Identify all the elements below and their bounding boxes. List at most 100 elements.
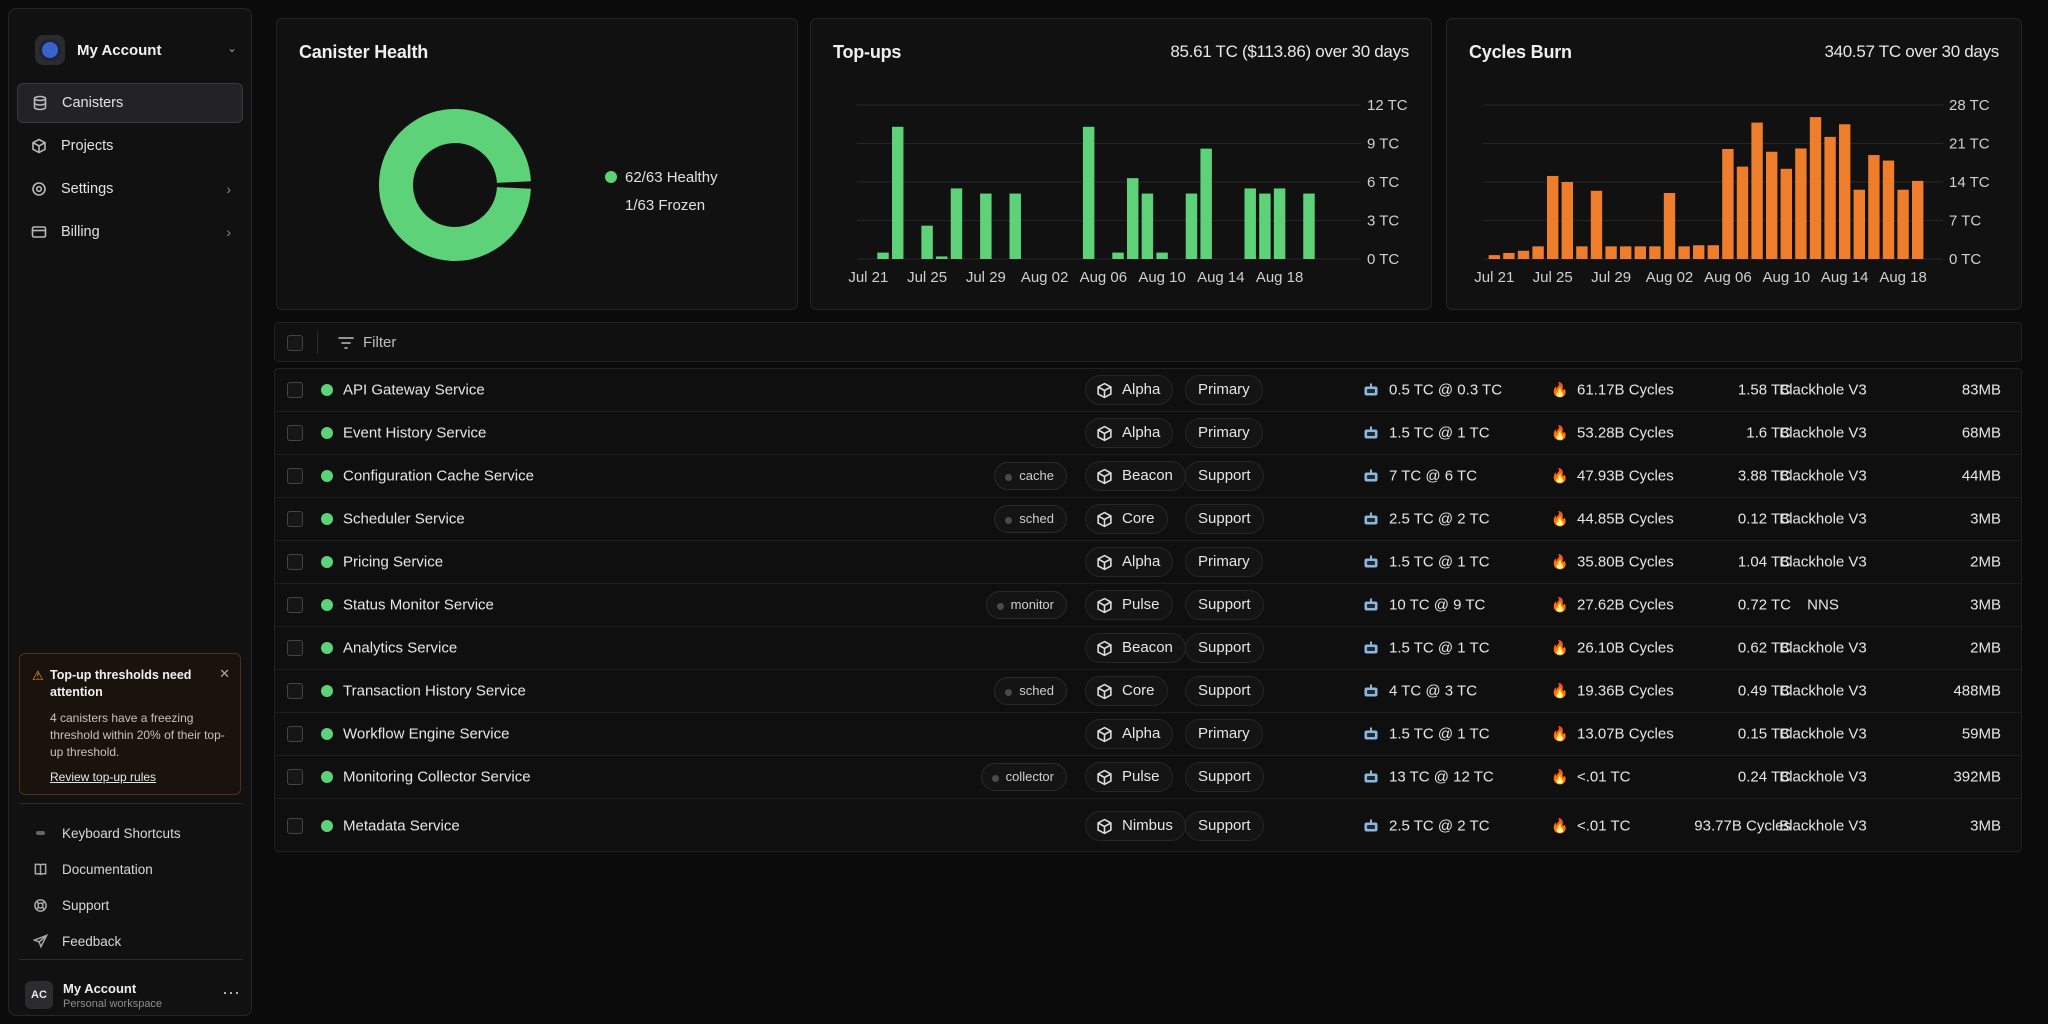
row-checkbox[interactable] (287, 511, 303, 527)
bar[interactable] (1576, 246, 1588, 259)
bar[interactable] (1795, 148, 1807, 259)
review-rules-link[interactable]: Review top-up rules (50, 770, 157, 784)
canister-name[interactable]: Transaction History Service (343, 682, 526, 700)
bar[interactable] (1141, 193, 1154, 259)
footer-item-support[interactable]: Support (19, 887, 241, 923)
row-checkbox[interactable] (287, 425, 303, 441)
bar[interactable] (1273, 188, 1286, 259)
canister-name[interactable]: API Gateway Service (343, 381, 485, 399)
table-row[interactable]: Workflow Engine Service Alpha Primary 1.5 T… (275, 713, 2021, 756)
bar[interactable] (1200, 148, 1212, 259)
bar[interactable] (1156, 252, 1168, 259)
project-badge[interactable]: Alpha (1085, 375, 1174, 405)
bar[interactable] (1649, 246, 1661, 259)
bar[interactable] (1244, 188, 1256, 259)
more-icon[interactable]: ⋯ (222, 983, 241, 1003)
close-icon[interactable]: ✕ (219, 666, 230, 681)
select-all-checkbox[interactable] (287, 335, 303, 351)
bar[interactable] (1488, 255, 1500, 259)
bar[interactable] (1736, 166, 1749, 259)
bar[interactable] (1839, 124, 1851, 259)
bar[interactable] (1634, 246, 1646, 259)
bar[interactable] (1561, 182, 1573, 259)
project-badge[interactable]: Beacon (1085, 633, 1186, 663)
bar[interactable] (1678, 246, 1690, 259)
table-row[interactable]: Event History Service Alpha Primary 1.5 TC … (275, 412, 2021, 455)
bar[interactable] (1751, 122, 1763, 259)
canister-tag[interactable]: monitor (985, 591, 1067, 619)
bar[interactable] (1809, 117, 1822, 259)
table-row[interactable]: Analytics Service Beacon Support 1.5 TC @ 1… (275, 627, 2021, 670)
row-checkbox[interactable] (287, 683, 303, 699)
table-row[interactable]: Scheduler Service sched Core Support 2.5 TC … (275, 498, 2021, 541)
bar[interactable] (1824, 136, 1836, 259)
account-switcher[interactable]: My Account ⌄ (25, 25, 245, 75)
nav-item-billing[interactable]: Billing › (17, 212, 243, 252)
project-badge[interactable]: Alpha (1085, 719, 1174, 749)
row-checkbox[interactable] (287, 468, 303, 484)
row-checkbox[interactable] (287, 554, 303, 570)
bar[interactable] (950, 188, 963, 259)
row-checkbox[interactable] (287, 640, 303, 656)
project-badge[interactable]: Core (1085, 504, 1168, 534)
bar[interactable] (1590, 190, 1603, 259)
bar[interactable] (1547, 175, 1559, 259)
row-checkbox[interactable] (287, 769, 303, 785)
bar[interactable] (877, 252, 889, 259)
project-badge[interactable]: Core (1085, 676, 1168, 706)
bar[interactable] (891, 126, 904, 259)
table-row[interactable]: Transaction History Service sched Core Supp… (275, 670, 2021, 713)
table-row[interactable]: Pricing Service Alpha Primary 1.5 TC @ 1 TC… (275, 541, 2021, 584)
bar[interactable] (1532, 246, 1544, 259)
bar[interactable] (1185, 193, 1198, 259)
bar[interactable] (1605, 246, 1617, 259)
project-badge[interactable]: Alpha (1085, 547, 1174, 577)
bar[interactable] (1503, 252, 1515, 259)
nav-item-canisters[interactable]: Canisters (17, 83, 243, 123)
row-checkbox[interactable] (287, 726, 303, 742)
project-badge[interactable]: Nimbus (1085, 811, 1186, 841)
nav-item-projects[interactable]: Projects (17, 126, 243, 166)
bar[interactable] (1912, 180, 1924, 259)
footer-item-docs[interactable]: Documentation (19, 851, 241, 887)
table-row[interactable]: Status Monitor Service monitor Pulse Suppor… (275, 584, 2021, 627)
bar[interactable] (1112, 252, 1124, 259)
table-row[interactable]: Metadata Service Nimbus Support 2.5 TC @ 2 … (275, 799, 2021, 853)
bar[interactable] (921, 225, 933, 259)
canister-tag[interactable]: collector (980, 763, 1067, 791)
bar[interactable] (1620, 246, 1632, 259)
bar[interactable] (1882, 160, 1895, 259)
bar[interactable] (1303, 193, 1315, 259)
canister-name[interactable]: Configuration Cache Service (343, 467, 534, 485)
canister-name[interactable]: Workflow Engine Service (343, 725, 510, 743)
canister-name[interactable]: Pricing Service (343, 553, 444, 571)
filter-icon[interactable] (337, 335, 355, 351)
canister-tag[interactable]: sched (994, 505, 1067, 533)
bar[interactable] (936, 256, 948, 259)
table-row[interactable]: Monitoring Collector Service collector Pul… (275, 756, 2021, 799)
bar[interactable] (1853, 189, 1865, 259)
row-checkbox[interactable] (287, 382, 303, 398)
project-badge[interactable]: Alpha (1085, 418, 1174, 448)
row-checkbox[interactable] (287, 818, 303, 834)
project-badge[interactable]: Beacon (1085, 461, 1186, 491)
bar[interactable] (1126, 178, 1139, 259)
bar[interactable] (980, 193, 992, 259)
table-row[interactable]: Configuration Cache Service cache Beacon Su… (275, 455, 2021, 498)
canister-name[interactable]: Metadata Service (343, 817, 460, 835)
bar[interactable] (1693, 245, 1705, 259)
row-checkbox[interactable] (287, 597, 303, 613)
project-badge[interactable]: Pulse (1085, 762, 1173, 792)
canister-name[interactable]: Analytics Service (343, 639, 458, 657)
canister-name[interactable]: Scheduler Service (343, 510, 465, 528)
canister-name[interactable]: Status Monitor Service (343, 596, 494, 614)
bar[interactable] (1766, 151, 1778, 259)
bar[interactable] (1259, 193, 1271, 259)
project-badge[interactable]: Pulse (1085, 590, 1173, 620)
bar[interactable] (1009, 193, 1021, 259)
footer-item-shortcuts[interactable]: Keyboard Shortcuts (19, 815, 241, 851)
bar[interactable] (1517, 250, 1530, 259)
bar[interactable] (1897, 189, 1909, 259)
table-row[interactable]: API Gateway Service Alpha Primary 0.5 TC @ … (275, 369, 2021, 412)
nav-item-settings[interactable]: Settings › (17, 169, 243, 209)
